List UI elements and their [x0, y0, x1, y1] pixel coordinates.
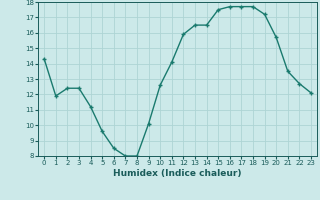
- X-axis label: Humidex (Indice chaleur): Humidex (Indice chaleur): [113, 169, 242, 178]
